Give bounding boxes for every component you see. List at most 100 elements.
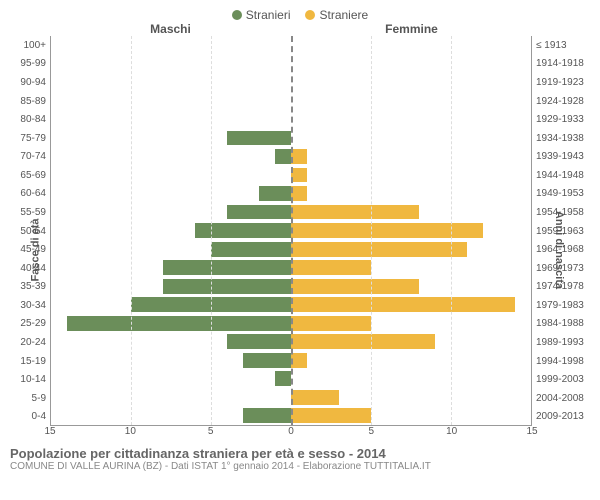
legend: Stranieri Straniere	[0, 0, 600, 22]
bar-female	[291, 223, 483, 238]
year-label: 1959-1963	[532, 222, 590, 241]
bar-row-male	[51, 407, 291, 426]
bar-row-male	[51, 55, 291, 74]
bar-row-male	[51, 333, 291, 352]
bar-female	[291, 205, 419, 220]
x-tick: 5	[208, 426, 214, 437]
age-label: 25-29	[10, 315, 50, 334]
year-label: 1954-1958	[532, 203, 590, 222]
age-label: 35-39	[10, 278, 50, 297]
bar-row-female	[291, 147, 531, 166]
bar-male	[227, 131, 291, 146]
x-tick: 10	[125, 426, 136, 437]
year-label: 1919-1923	[532, 73, 590, 92]
bar-male	[195, 223, 291, 238]
header-male: Maschi	[50, 22, 291, 36]
bar-row-female	[291, 240, 531, 259]
bar-female	[291, 168, 307, 183]
bar-row-female	[291, 92, 531, 111]
x-ticks: 15105051015	[50, 426, 532, 440]
chart-subtitle: COMUNE DI VALLE AURINA (BZ) - Dati ISTAT…	[10, 461, 590, 472]
age-label: 45-49	[10, 240, 50, 259]
bar-female	[291, 408, 371, 423]
bar-female	[291, 353, 307, 368]
bar-row-female	[291, 55, 531, 74]
bar-female	[291, 260, 371, 275]
bar-row-female	[291, 370, 531, 389]
plot-male	[51, 36, 291, 425]
year-label: ≤ 1913	[532, 36, 590, 55]
bar-row-female	[291, 295, 531, 314]
bar-row-male	[51, 36, 291, 55]
bar-row-male	[51, 258, 291, 277]
bar-row-female	[291, 351, 531, 370]
age-label: 65-69	[10, 166, 50, 185]
y-axis-right: ≤ 19131914-19181919-19231924-19281929-19…	[532, 36, 590, 426]
age-label: 70-74	[10, 147, 50, 166]
bar-row-male	[51, 295, 291, 314]
bar-row-male	[51, 314, 291, 333]
bar-male	[259, 186, 291, 201]
bar-female	[291, 279, 419, 294]
bar-male	[243, 353, 291, 368]
year-label: 1979-1983	[532, 296, 590, 315]
bar-male	[67, 316, 291, 331]
female-swatch	[305, 10, 315, 20]
year-label: 1964-1968	[532, 240, 590, 259]
year-label: 1929-1933	[532, 110, 590, 129]
bar-female	[291, 390, 339, 405]
bar-row-male	[51, 166, 291, 185]
bar-row-female	[291, 36, 531, 55]
age-label: 75-79	[10, 129, 50, 148]
legend-male: Stranieri	[232, 8, 291, 22]
bar-row-female	[291, 221, 531, 240]
bar-row-female	[291, 110, 531, 129]
bar-row-male	[51, 203, 291, 222]
chart-title: Popolazione per cittadinanza straniera p…	[10, 446, 590, 461]
bar-male	[275, 371, 291, 386]
x-tick: 10	[446, 426, 457, 437]
bar-row-male	[51, 184, 291, 203]
bar-female	[291, 316, 371, 331]
age-label: 80-84	[10, 110, 50, 129]
bar-row-female	[291, 203, 531, 222]
year-label: 1989-1993	[532, 333, 590, 352]
chart-area: 100+95-9990-9485-8980-8475-7970-7465-696…	[10, 36, 590, 426]
bar-row-male	[51, 370, 291, 389]
bar-female	[291, 186, 307, 201]
bar-row-female	[291, 184, 531, 203]
year-label: 1924-1928	[532, 92, 590, 111]
bar-row-male	[51, 129, 291, 148]
year-label: 1994-1998	[532, 352, 590, 371]
age-label: 95-99	[10, 55, 50, 74]
age-label: 5-9	[10, 389, 50, 408]
age-label: 20-24	[10, 333, 50, 352]
bar-row-female	[291, 333, 531, 352]
bar-row-female	[291, 388, 531, 407]
bar-female	[291, 334, 435, 349]
age-label: 50-54	[10, 222, 50, 241]
age-label: 60-64	[10, 185, 50, 204]
bar-male	[227, 205, 291, 220]
bar-male	[211, 242, 291, 257]
plot	[50, 36, 532, 426]
age-label: 10-14	[10, 370, 50, 389]
age-label: 85-89	[10, 92, 50, 111]
x-tick: 15	[526, 426, 537, 437]
year-label: 2004-2008	[532, 389, 590, 408]
age-label: 100+	[10, 36, 50, 55]
age-label: 30-34	[10, 296, 50, 315]
bar-male	[163, 260, 291, 275]
year-label: 1944-1948	[532, 166, 590, 185]
bar-row-female	[291, 407, 531, 426]
x-axis: 15105051015	[10, 426, 590, 440]
legend-female-label: Straniere	[319, 8, 368, 22]
legend-male-label: Stranieri	[246, 8, 291, 22]
bar-row-male	[51, 240, 291, 259]
bar-row-male	[51, 388, 291, 407]
age-label: 90-94	[10, 73, 50, 92]
header-female: Femmine	[291, 22, 532, 36]
age-label: 40-44	[10, 259, 50, 278]
bar-row-male	[51, 147, 291, 166]
year-label: 1939-1943	[532, 147, 590, 166]
